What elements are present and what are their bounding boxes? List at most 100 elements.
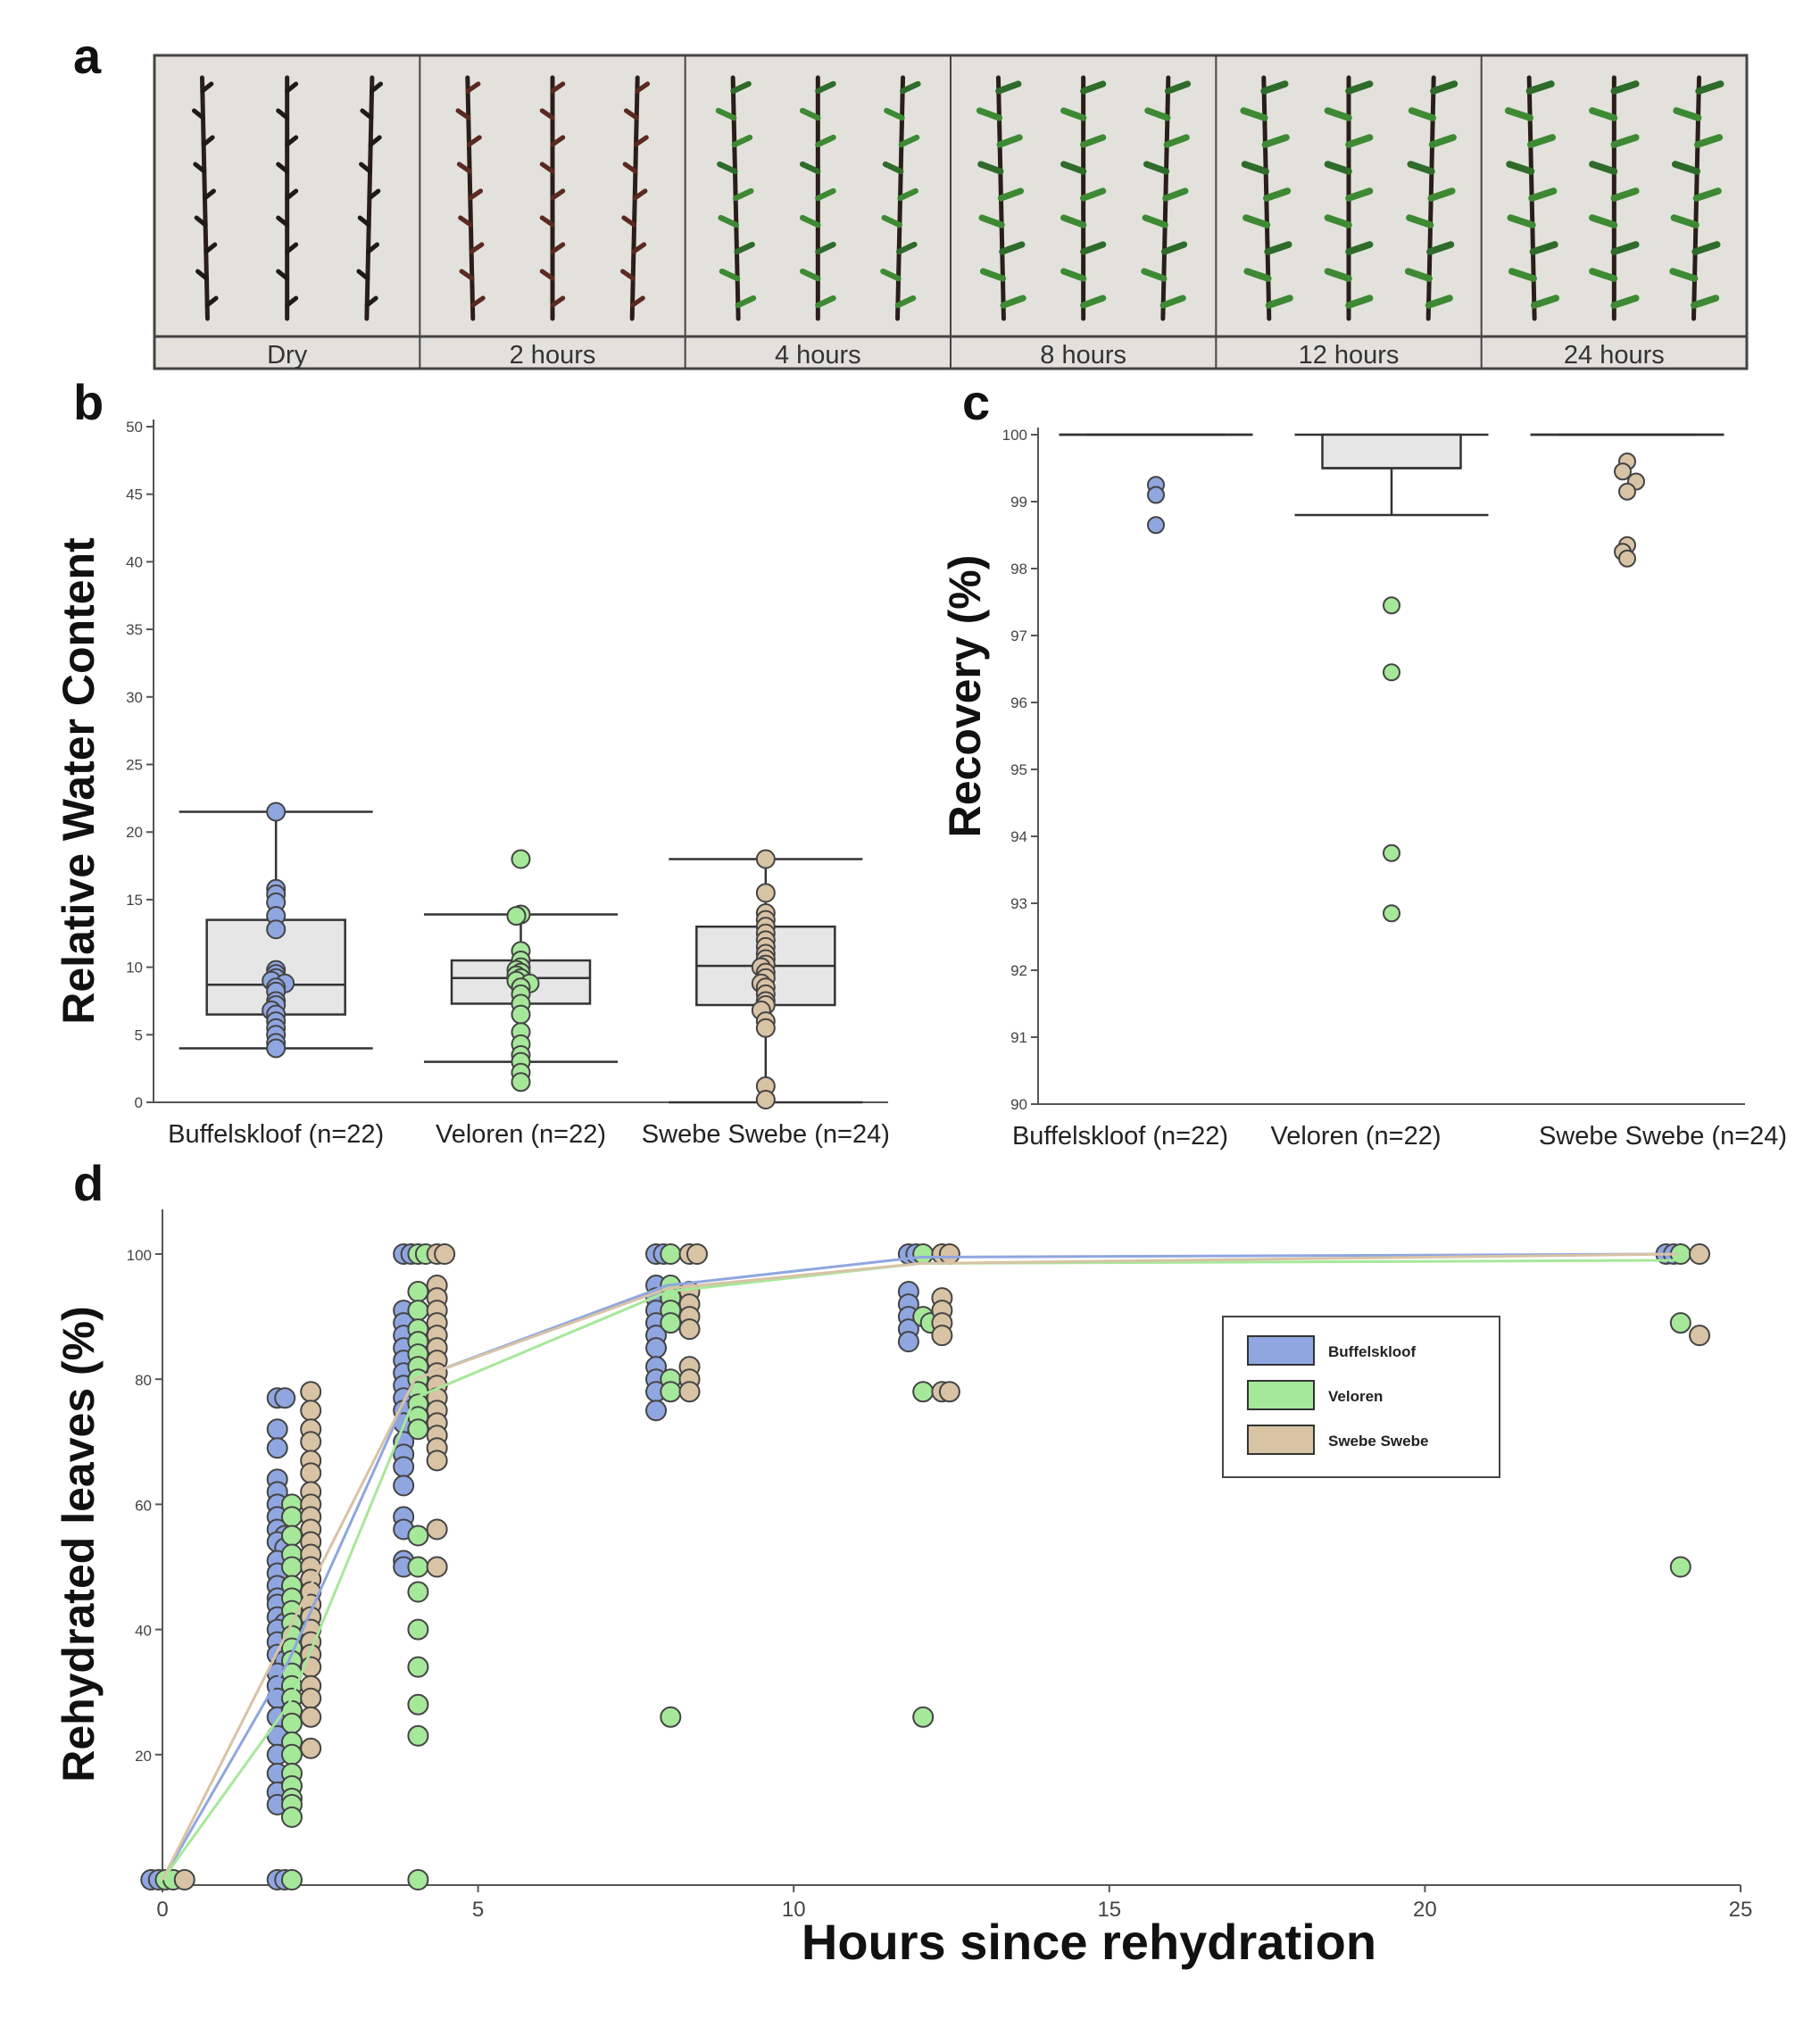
plant-leaf	[1345, 187, 1374, 202]
plant-leaf	[1080, 187, 1107, 202]
plant-leaf	[1142, 214, 1168, 228]
data-point-buffelskloof	[266, 802, 287, 822]
plant-leaf	[370, 81, 384, 94]
legend-label-swebe-swebe: Swebe Swebe	[1328, 1433, 1428, 1450]
data-point-swebe-swebe	[1614, 462, 1632, 481]
plant-leaf	[470, 295, 486, 308]
scatter-point-veloren	[280, 1525, 303, 1547]
legend-swatch-swebe-swebe	[1247, 1425, 1315, 1455]
scatter-point-veloren	[407, 1724, 429, 1747]
plant-leaf	[550, 188, 566, 201]
category-label-veloren-n-22: Veloren (n=22)	[1270, 1122, 1441, 1151]
plant-leaf	[1504, 107, 1533, 121]
y-tick-label: 15	[126, 892, 143, 909]
plant-leaf	[1060, 107, 1087, 121]
panel-b-y-axis-label: Relative Water Content	[54, 537, 104, 1025]
plant-leaf	[717, 161, 738, 175]
data-point-veloren	[511, 1004, 531, 1025]
scatter-point-swebe-swebe	[1689, 1243, 1711, 1265]
scatter-point-veloren	[407, 1618, 429, 1641]
plant-leaf	[1163, 134, 1190, 148]
panel-b-rwc-boxplot: Relative Water Content 0 5 10 15 20 25 30 35 40 4…	[54, 419, 890, 1149]
plant-leaf	[1526, 134, 1557, 148]
plant-leaf	[285, 242, 299, 254]
plant-leaf	[1324, 268, 1352, 282]
plant-leaf	[734, 241, 755, 255]
scatter-point-veloren	[407, 1418, 429, 1441]
plant-leaf	[468, 188, 484, 201]
plant-leaf	[276, 108, 290, 120]
scatter-point-swebe-swebe	[426, 1556, 448, 1578]
y-tick-label: 50	[126, 419, 143, 436]
y-tick-label: 100	[127, 1247, 152, 1264]
plant-leaf	[1670, 214, 1699, 228]
plant-leaf	[1143, 161, 1170, 175]
plant-leaf	[1695, 80, 1724, 95]
scatter-point-veloren	[1669, 1556, 1691, 1578]
photo-cell-label-12-hours: 12 hours	[1299, 341, 1400, 370]
category-label-veloren-n-22: Veloren (n=22)	[436, 1120, 606, 1149]
data-point-buffelskloof	[1147, 516, 1165, 535]
photo-cell-label-8-hours: 8 hours	[1040, 341, 1126, 370]
data-point-veloren	[506, 906, 527, 926]
plant-leaf	[1669, 268, 1699, 282]
data-point-veloren	[1383, 596, 1400, 615]
photo-strip: Dry 2 hours 4 hours 8 hours 12 hours 24 hours	[153, 54, 1749, 370]
plant-leaf	[1080, 80, 1107, 95]
plant-leaf	[200, 81, 214, 94]
fit-curve-swebe-swebe	[161, 1252, 1678, 1881]
x-tick-label: 20	[1413, 1898, 1437, 1922]
plant-leaf	[976, 107, 1003, 121]
scatter-point-veloren	[407, 1281, 429, 1303]
plant-leaf	[1427, 187, 1456, 202]
plant-leaf	[1589, 214, 1618, 228]
plant-leaf	[550, 135, 566, 147]
plant-leaf	[1691, 295, 1720, 309]
scatter-point-veloren	[407, 1300, 429, 1322]
plant-leaf	[1525, 80, 1555, 95]
plant-leaf	[469, 242, 485, 254]
plant-leaf	[632, 188, 648, 201]
plant-leaf	[799, 214, 821, 228]
plant-leaf	[1407, 161, 1435, 175]
scatter-point-swebe-swebe	[426, 1450, 448, 1472]
panel-letter-d: d	[73, 1155, 104, 1211]
plant-leaf	[1529, 241, 1558, 255]
panel-c-recovery-boxplot: Recovery (%) 90 91 92 93 94 95 96 97 98 99 100 Buff…	[940, 427, 1787, 1151]
plant-leaf	[1610, 241, 1640, 255]
plant-leaf	[276, 269, 290, 281]
plant-leaf	[368, 135, 382, 147]
plant-leaf	[718, 214, 739, 228]
plant-leaf	[1080, 295, 1107, 309]
legend-label-buffelskloof: Buffelskloof	[1328, 1343, 1417, 1360]
y-tick-label: 20	[126, 824, 143, 841]
plant-leaf	[731, 134, 753, 148]
plant-leaf	[799, 161, 821, 175]
scatter-point-veloren	[280, 1506, 303, 1528]
scatter-point-veloren	[407, 1869, 429, 1890]
plant-leaf	[1345, 295, 1374, 309]
data-point-veloren	[511, 1072, 531, 1093]
y-tick-label: 94	[1010, 828, 1027, 845]
plant-leaf	[1080, 134, 1107, 148]
panel-d-rehydration-scatter: Rehydrated leaves (%) Hours since rehydr…	[54, 1209, 1752, 1970]
plant-leaf	[195, 269, 209, 281]
data-point-swebe-swebe	[755, 849, 776, 869]
plant-leaf	[1528, 187, 1558, 202]
plant-leaf	[1141, 268, 1168, 282]
scatter-point-swebe-swebe	[300, 1381, 322, 1403]
plant-leaf	[456, 162, 472, 174]
plant-leaf	[633, 135, 649, 147]
scatter-point-veloren	[280, 1712, 303, 1734]
scatter-point-swebe-swebe	[931, 1325, 953, 1347]
plant-leaf	[366, 242, 380, 254]
plant-leaf	[1404, 268, 1433, 282]
plant-leaf	[1080, 241, 1107, 255]
legend-swatch-veloren	[1247, 1380, 1315, 1410]
plant-leaf	[799, 107, 821, 121]
scatter-point-buffelskloof	[266, 1418, 288, 1441]
plant-leaf	[1610, 187, 1640, 202]
plant-leaf	[977, 161, 1004, 175]
plant-leaf	[1589, 107, 1618, 121]
plant-leaf	[276, 162, 290, 174]
